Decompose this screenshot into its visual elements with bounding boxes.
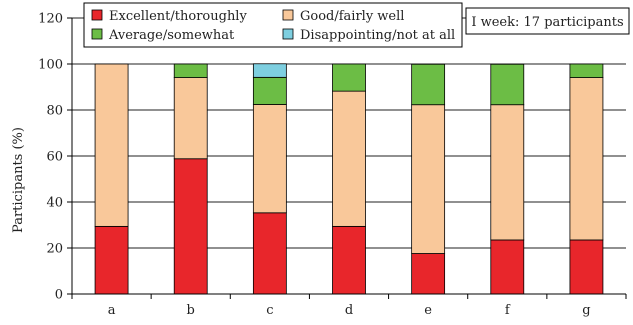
legend-swatch-4 [282,28,294,40]
legend-swatch-2 [282,9,294,21]
annotation-box: I week: 17 participants [465,7,630,35]
legend: Excellent/thoroughly Good/fairly well Aver… [83,2,463,48]
bar-f-3 [490,63,525,106]
y-tick-label-3: 60 [46,150,63,165]
legend-label-2: Good/fairly well [300,9,404,24]
bar-c-3 [252,76,287,105]
bar-g-3 [569,63,604,78]
bar-f-1 [490,239,525,295]
bar-f-2 [490,104,525,241]
bar-b-2 [173,77,208,160]
bar-a-2 [94,63,129,227]
bar-d-2 [332,90,366,227]
bar-b-1 [173,158,208,295]
legend-label-3: Average/somewhat [108,28,235,43]
legend-label-4: Disappointing/not at all [300,28,455,43]
bar-c-1 [252,212,287,295]
tick-labels: 0 20 40 60 80 100 120 a b c d e f g [38,12,590,319]
legend-swatch-1 [91,9,103,21]
bar-c-4 [252,63,287,78]
y-tick-label-0: 0 [55,288,63,303]
legend-frame [83,2,463,48]
x-tick-label-f: f [505,303,511,318]
legend-label-1: Excellent/thoroughly [109,9,247,24]
annotation-text: I week: 17 participants [471,15,623,30]
x-tick-label-g: g [582,303,590,318]
y-tick-label-5: 100 [38,58,63,73]
y-tick-label-4: 80 [46,104,63,119]
y-tick-label-1: 20 [46,242,63,257]
y-axis-title: Participants (%) [11,127,26,233]
bar-c-2 [252,104,287,214]
bar-d-3 [332,63,366,92]
bar-b-3 [173,63,208,78]
bar-a-1 [94,225,129,295]
y-tick-label-6: 120 [38,12,63,27]
legend-swatch-3 [91,28,103,40]
bar-e-3 [411,63,446,106]
x-tick-label-b: b [187,303,195,318]
bar-e-2 [411,104,446,254]
x-tick-label-d: d [345,303,353,318]
bar-g-2 [569,77,604,241]
annotation-frame [465,7,630,35]
bar-d-1 [332,225,366,295]
x-tick-label-e: e [424,303,432,318]
x-tick-label-a: a [108,303,116,318]
bars [94,63,604,295]
bar-g-1 [569,239,604,295]
y-tick-label-2: 40 [46,196,63,211]
x-tick-label-c: c [266,303,273,318]
bar-e-1 [411,253,446,295]
axes [67,17,627,299]
